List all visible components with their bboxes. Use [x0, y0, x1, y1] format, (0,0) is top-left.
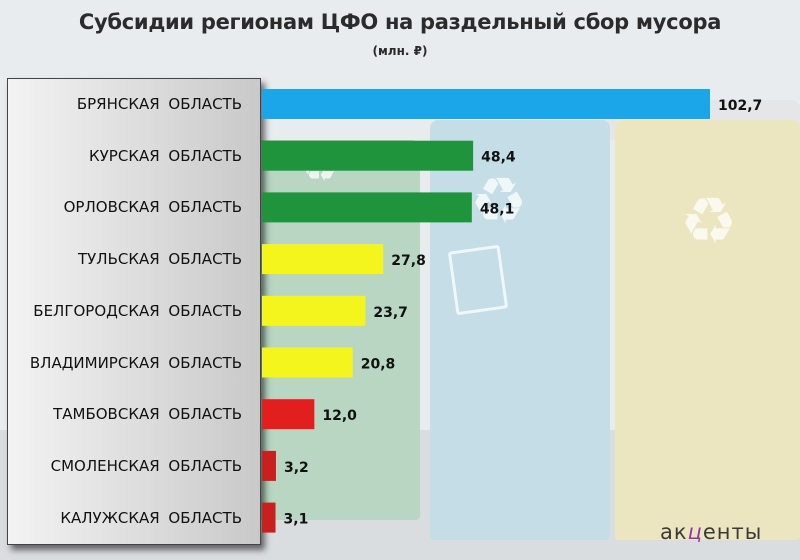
bar	[262, 295, 366, 326]
bar	[262, 192, 472, 223]
chart-title: Субсидии регионам ЦФО на раздельный сбор…	[78, 10, 722, 34]
category-label-panel	[7, 78, 261, 545]
recycle-icon: ♻	[680, 185, 738, 259]
category-label: ТУЛЬСКАЯ ОБЛАСТЬ	[77, 250, 242, 269]
category-label: ОРЛОВСКАЯ ОБЛАСТЬ	[63, 198, 242, 217]
brand-logo: акценты	[660, 520, 763, 544]
bar-value-label: 48,4	[481, 150, 516, 166]
bar	[262, 140, 474, 171]
bar	[262, 502, 276, 533]
category-label: КАЛУЖСКАЯ ОБЛАСТЬ	[60, 508, 242, 527]
bar-value-label: 12,0	[322, 408, 357, 424]
bar-value-label: 3,1	[284, 512, 309, 528]
bar-value-label: 48,1	[480, 201, 515, 217]
chart-subtitle: (млн. ₽)	[372, 44, 428, 58]
bar-value-label: 27,8	[391, 253, 426, 269]
recycle-icon: ♻	[470, 165, 528, 239]
background-yellow-bin	[615, 120, 800, 540]
category-label: БЕЛГОРОДСКАЯ ОБЛАСТЬ	[33, 301, 242, 320]
bar	[262, 89, 710, 119]
bar-value-label: 20,8	[361, 357, 396, 373]
bar	[262, 244, 384, 275]
category-label: СМОЛЕНСКАЯ ОБЛАСТЬ	[50, 456, 242, 475]
bar	[262, 399, 315, 430]
category-label: КУРСКАЯ ОБЛАСТЬ	[89, 146, 242, 165]
bar-value-label: 102,7	[718, 98, 762, 114]
category-label: ТАМБОВСКАЯ ОБЛАСТЬ	[53, 405, 242, 424]
bar-value-label: 23,7	[373, 305, 408, 321]
background-blue-bin	[430, 120, 610, 540]
bar	[262, 347, 353, 378]
bar	[262, 450, 276, 481]
category-label: БРЯНСКАЯ ОБЛАСТЬ	[76, 95, 242, 113]
category-label: ВЛАДИМИРСКАЯ ОБЛАСТЬ	[29, 353, 242, 372]
bar-value-label: 3,2	[284, 460, 309, 476]
